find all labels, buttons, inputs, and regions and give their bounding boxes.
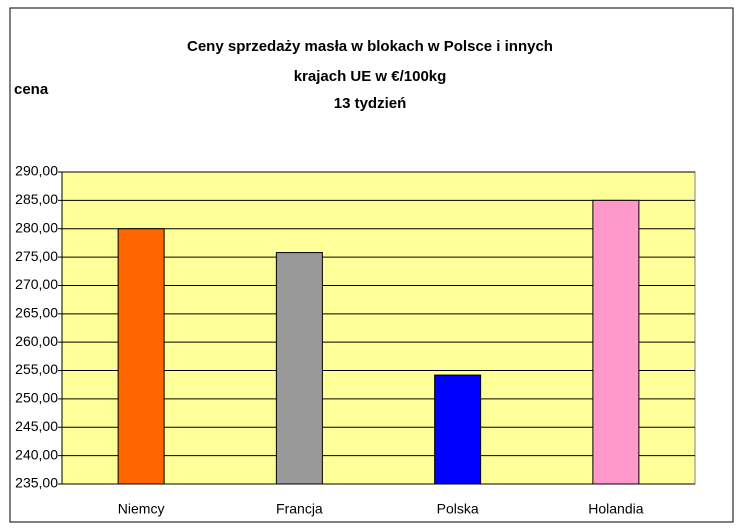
- x-tick-label: Polska: [437, 501, 479, 517]
- y-tick-label: 260,00: [15, 333, 58, 349]
- y-tick-label: 290,00: [15, 163, 58, 179]
- x-tick-label: Niemcy: [118, 501, 165, 517]
- y-axis-label: cena: [14, 81, 49, 98]
- y-tick-label: 235,00: [15, 475, 58, 491]
- x-tick-label: Francja: [276, 501, 323, 517]
- bar: [117, 228, 165, 485]
- y-tick-label: 270,00: [15, 276, 58, 292]
- bar: [275, 252, 323, 485]
- y-tick-label: 265,00: [15, 305, 58, 321]
- y-tick-label: 275,00: [15, 248, 58, 264]
- bar: [434, 374, 482, 485]
- y-tick-label: 280,00: [15, 219, 58, 235]
- chart-title: Ceny sprzedaży masła w blokach w Polsce …: [187, 38, 553, 55]
- bar: [592, 199, 640, 485]
- y-tick-label: 240,00: [15, 446, 58, 462]
- chart-title: krajach UE w €/100kg: [294, 68, 447, 85]
- y-tick-label: 250,00: [15, 390, 58, 406]
- y-tick-label: 255,00: [15, 361, 58, 377]
- chart-title: 13 tydzień: [334, 95, 407, 112]
- y-tick-label: 245,00: [15, 418, 58, 434]
- x-tick-label: Holandia: [588, 501, 643, 517]
- y-tick-label: 285,00: [15, 191, 58, 207]
- plot-area: [61, 171, 696, 485]
